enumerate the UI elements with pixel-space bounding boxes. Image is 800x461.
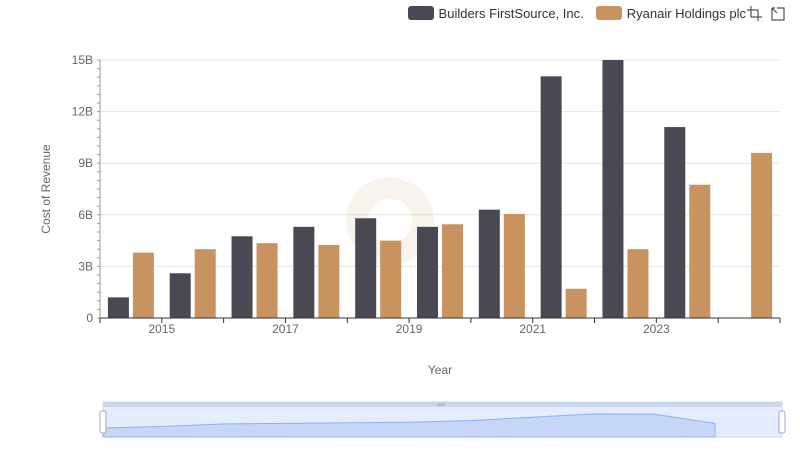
y-axis-title: Cost of Revenue: [39, 144, 53, 234]
bar-builders-firstsource-2020: [478, 209, 500, 318]
bar-builders-firstsource-2022: [602, 60, 624, 318]
x-tick-label: 2021: [519, 322, 546, 336]
bar-builders-firstsource-2014: [107, 297, 129, 318]
bar-ryanair-2014: [132, 252, 154, 318]
bar-ryanair-2022: [627, 249, 649, 318]
bar-builders-firstsource-2023: [664, 127, 686, 318]
bar-ryanair-2020: [503, 213, 525, 318]
y-tick-label: 0: [86, 311, 93, 325]
x-tick-label: 2019: [396, 322, 423, 336]
slider-handle-right[interactable]: [778, 410, 786, 434]
slider-preview-area: [102, 413, 716, 438]
bar-builders-firstsource-2021: [540, 76, 562, 318]
bar-ryanair-2018: [380, 240, 402, 318]
restore-icon[interactable]: [769, 5, 786, 22]
toolbox: [746, 5, 786, 22]
bar-ryanair-2015: [194, 249, 216, 318]
y-tick-label: 9B: [78, 156, 93, 170]
x-axis-title: Year: [428, 363, 452, 377]
legend-item-ryanair[interactable]: Ryanair Holdings plc: [595, 5, 746, 21]
axis-layer: 0 3B 6B 9B 12B 15B 2015 2017 2019 2021 2023: [72, 53, 781, 336]
slider-grip-icon[interactable]: [437, 403, 445, 406]
x-tick-label: 2017: [272, 322, 299, 336]
y-tick-label: 12B: [72, 105, 93, 119]
legend-label-builders-firstsource: Builders FirstSource, Inc.: [438, 5, 584, 21]
bar-ryanair-2016: [256, 243, 278, 318]
bar-ryanair-2024: [751, 152, 773, 318]
bar-builders-firstsource-2016: [231, 236, 253, 318]
bar-builders-firstsource-2015: [169, 273, 191, 318]
legend-swatch-builders-firstsource: [407, 6, 434, 20]
bars-layer: [107, 60, 773, 318]
legend-swatch-ryanair: [595, 6, 622, 20]
bar-ryanair-2021: [565, 288, 587, 318]
bar-ryanair-2019: [442, 224, 463, 318]
x-tick-label: 2023: [643, 322, 670, 336]
zoom-select-icon[interactable]: [746, 5, 763, 22]
bar-ryanair-2017: [318, 244, 340, 318]
legend: Builders FirstSource, Inc. Ryanair Holdi…: [396, 4, 746, 22]
y-tick-label: 15B: [72, 53, 93, 67]
bar-builders-firstsource-2017: [293, 226, 315, 318]
y-tick-label: 6B: [78, 208, 93, 222]
x-tick-label: 2015: [148, 322, 175, 336]
data-zoom-slider[interactable]: [99, 401, 786, 438]
y-tick-label: 3B: [78, 259, 93, 273]
bar-builders-firstsource-2018: [355, 218, 377, 318]
legend-label-ryanair: Ryanair Holdings plc: [626, 5, 746, 21]
bar-ryanair-2023: [689, 184, 711, 318]
slider-handle-left[interactable]: [99, 410, 107, 434]
legend-item-builders-firstsource[interactable]: Builders FirstSource, Inc.: [407, 5, 584, 21]
slider-top-bar[interactable]: [103, 402, 782, 407]
bar-builders-firstsource-2019: [417, 226, 438, 318]
